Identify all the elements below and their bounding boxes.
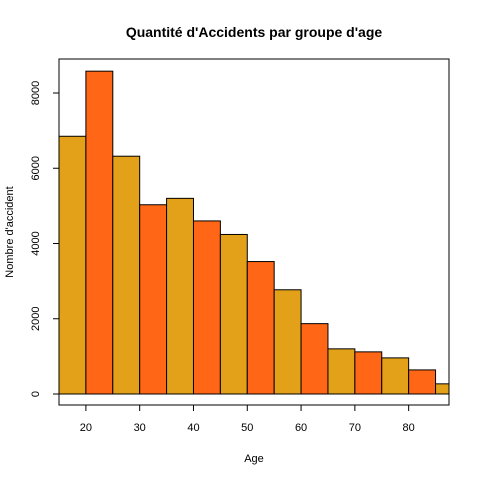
histogram-bar [85,70,114,395]
histogram-bar [246,261,275,395]
y-axis: 0 2000 4000 6000 8000 [30,81,59,397]
y-axis-label: Nombre d'accident [4,186,16,277]
chart-title: Quantité d'Accidents par groupe d'age [126,24,383,40]
y-tick-label: 6000 [30,156,42,180]
histogram-bar [219,233,248,395]
x-axis: 20 30 40 50 60 70 80 [80,405,415,434]
x-tick-label: 40 [187,422,199,434]
histogram-bar [354,351,383,395]
histogram-bar [327,348,356,395]
histogram-bar [112,155,141,395]
y-tick-label: 4000 [30,231,42,255]
x-tick-label: 80 [403,422,415,434]
histogram-bar [273,289,302,395]
histogram-bar [58,135,87,395]
histogram-bar [139,204,168,395]
x-tick-label: 60 [295,422,307,434]
x-tick-label: 20 [80,422,92,434]
x-tick-label: 50 [241,422,253,434]
histogram-bar [435,383,450,395]
bars-group [58,70,450,395]
histogram-bar [166,197,194,395]
y-tick-label: 0 [30,391,42,397]
x-tick-label: 30 [134,422,146,434]
histogram-bar [192,220,221,395]
histogram-bar [381,357,410,395]
x-tick-label: 70 [349,422,361,434]
plot-frame [58,58,450,406]
histogram-bar [408,369,437,395]
y-tick-label: 2000 [30,307,42,331]
x-axis-label: Age [244,453,264,465]
y-tick-label: 8000 [30,81,42,105]
histogram-bar [300,323,329,395]
